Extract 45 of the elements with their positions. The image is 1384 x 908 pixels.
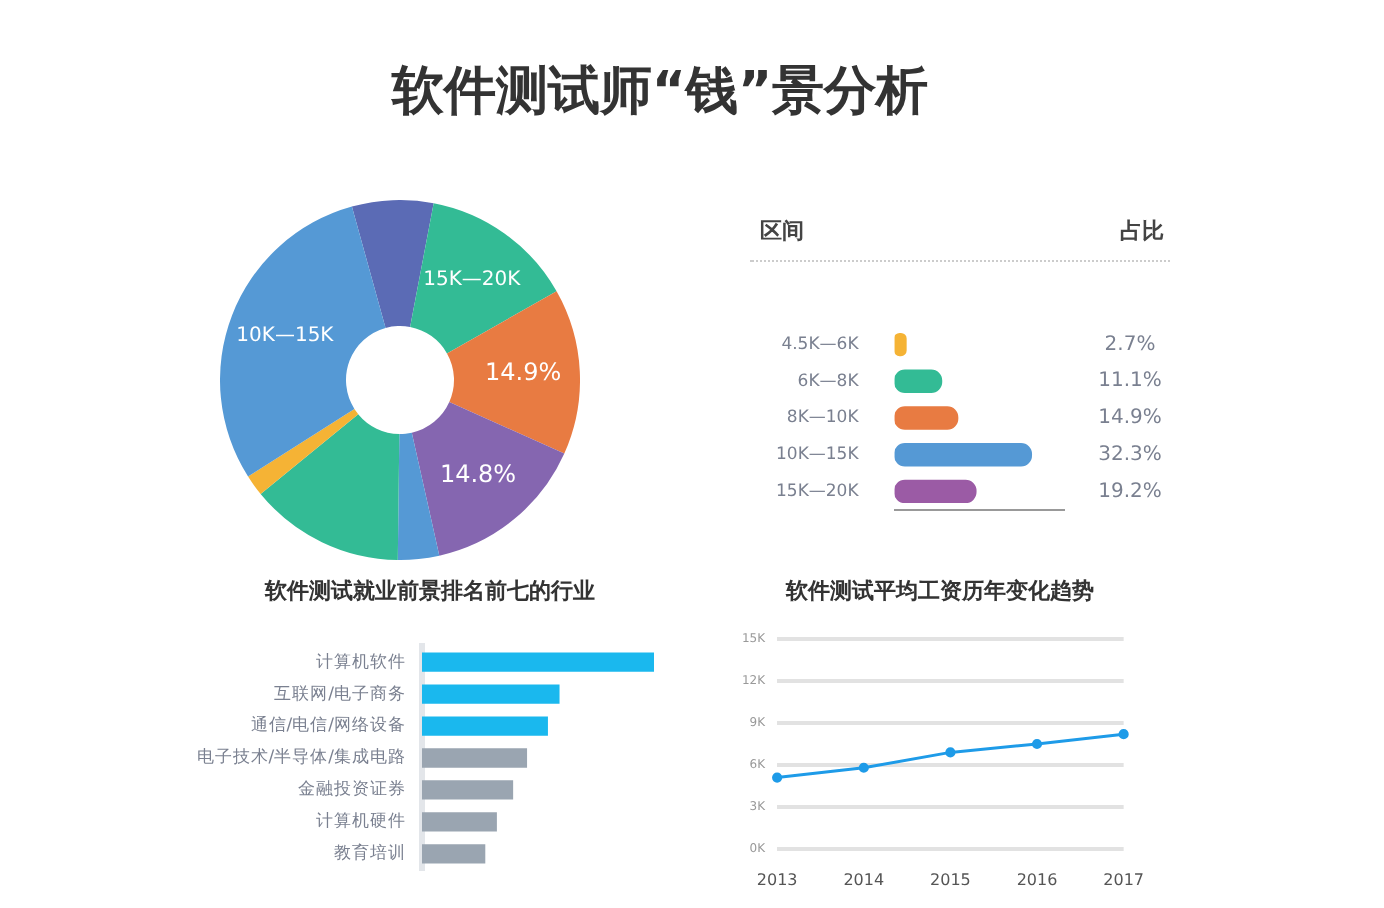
- bar: [422, 844, 486, 864]
- bar: [422, 812, 497, 832]
- y-tick-label: 4.5K—6K: [781, 334, 860, 355]
- x-tick-label: 2015: [930, 870, 971, 889]
- bar: [894, 443, 1033, 467]
- y-tick-label: 6K—8K: [797, 371, 860, 392]
- chart-title: 软件测试平均工资历年变化趋势: [783, 576, 1096, 606]
- chart-title: 软件测试就业前景排名前七的行业: [262, 576, 597, 606]
- point: [772, 772, 783, 783]
- x-tick-label: 2014: [843, 870, 885, 889]
- x-tick-label: 2016: [1016, 870, 1058, 889]
- text: 占比: [1120, 216, 1164, 246]
- data-label: 11.1%: [1098, 370, 1162, 393]
- bar: [422, 780, 514, 800]
- slice-label: 15K—20K: [423, 268, 522, 291]
- y-tick-label: 15K—20K: [776, 481, 860, 502]
- bar: [894, 479, 977, 504]
- x-tick-label: 2017: [1103, 870, 1144, 889]
- chart-title: 软件测试师“钱”景分析: [389, 60, 931, 126]
- y-tick-label: 教育培训: [334, 842, 406, 865]
- data-label: 2.7%: [1104, 333, 1156, 356]
- point: [858, 762, 869, 773]
- point: [945, 747, 956, 758]
- data-label: 14.9%: [485, 358, 562, 387]
- y-tick-label: 金融投资证券: [298, 778, 406, 801]
- y-tick-label: 计算机软件: [316, 650, 406, 673]
- data-label: 14.8%: [439, 459, 517, 488]
- y-tick-label: 10K—15K: [776, 445, 860, 466]
- y-axis-title: 区间: [760, 216, 804, 246]
- slice-label: 10K—15K: [236, 324, 335, 347]
- bar: [422, 652, 654, 672]
- bar: [422, 748, 528, 768]
- y-tick-label: 8K—10K: [786, 408, 860, 429]
- y-tick-label: 互联网/电子商务: [274, 682, 406, 705]
- point: [1118, 729, 1129, 740]
- bar: [422, 716, 548, 736]
- data-label: 14.9%: [1098, 407, 1162, 430]
- data-label: 19.2%: [1098, 480, 1162, 503]
- y-tick-label: 通信/电信/网络设备: [250, 714, 406, 737]
- point: [1031, 738, 1043, 750]
- data-label: 32.3%: [1098, 443, 1162, 466]
- x-tick-label: 2013: [756, 870, 798, 889]
- y-tick-label: 电子技术/半导体/集成电路: [196, 746, 406, 769]
- bar: [422, 684, 560, 704]
- y-tick-label: 计算机硬件: [316, 810, 406, 833]
